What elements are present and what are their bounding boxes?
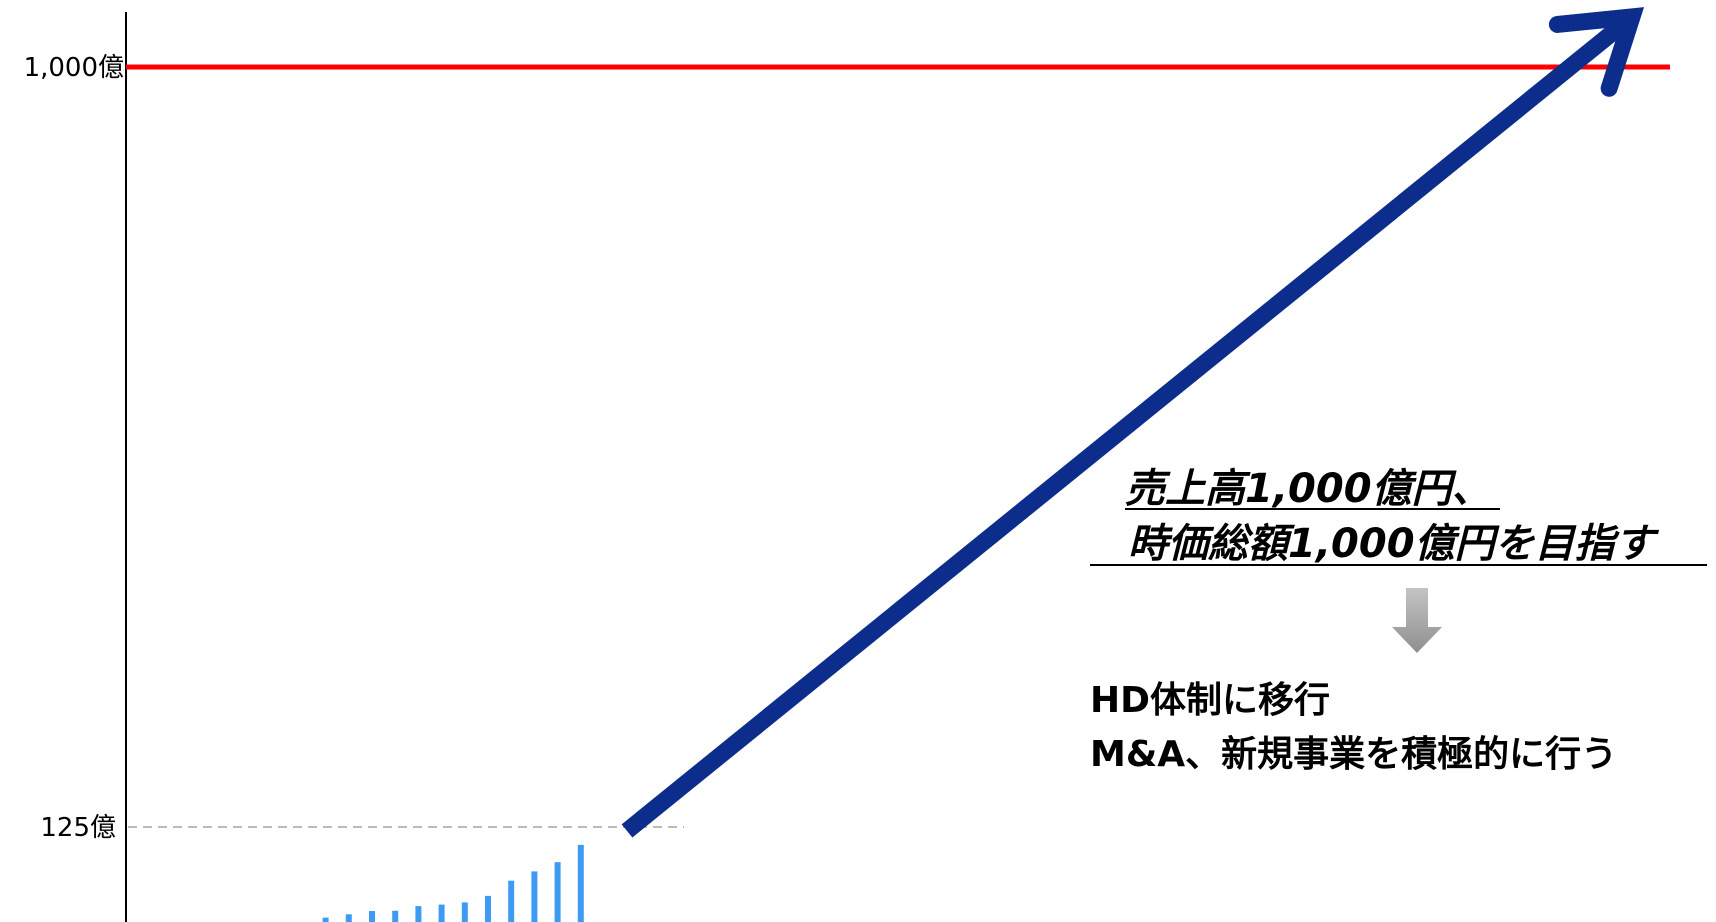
down-arrow-icon (1392, 588, 1442, 653)
growth-arrow-head (1548, 7, 1645, 97)
growth-arrow (621, 7, 1645, 838)
bar-15 (461, 902, 468, 922)
bar-12 (392, 910, 399, 922)
bar-10 (345, 914, 352, 922)
bar-14 (438, 904, 445, 922)
goal-text-line1: 売上高1,000億円、 (1125, 466, 1492, 512)
plan-text-line1: HD体制に移行 (1090, 680, 1330, 721)
bar-11 (369, 911, 375, 922)
goal-text-line2: 時価総額1,000億円を目指す (1128, 521, 1660, 567)
bar-13 (415, 906, 422, 922)
bar-9 (322, 917, 329, 922)
bar-20 (577, 844, 584, 922)
bar-17 (508, 880, 515, 922)
bar-19 (554, 862, 561, 922)
plan-text-line2: M&A、新規事業を積極的に行う (1090, 734, 1617, 775)
growth-arrow-shaft (621, 17, 1629, 838)
bar-16 (485, 895, 491, 922)
y-tick-label-125: 125億 (40, 813, 116, 843)
y-tick-label-1000: 1,000億 (24, 53, 124, 83)
bar-series (322, 844, 584, 922)
bar-18 (531, 871, 538, 922)
